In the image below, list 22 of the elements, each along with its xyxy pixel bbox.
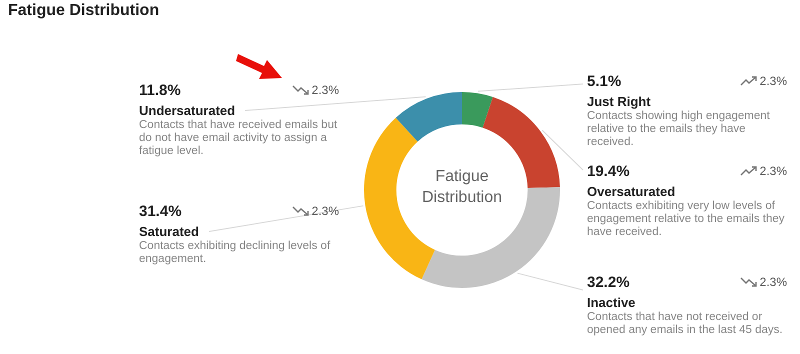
slice-label: Inactive: [587, 295, 636, 310]
text: 2.3%: [312, 204, 339, 218]
data-label: 5.1%: [587, 73, 622, 90]
text: Contacts exhibiting very low levels of engagement relative to the emails they have received.: [587, 200, 786, 239]
text: 2.3%: [760, 275, 787, 289]
text: 2.3%: [312, 83, 339, 97]
text: Fatigue Distribution: [420, 167, 504, 208]
text: 2.3%: [760, 164, 787, 178]
text: Contacts exhibiting declining levels of engagement.: [139, 240, 332, 266]
chart-title: Fatigue Distribution: [8, 2, 160, 20]
slice-label: Undersaturated: [139, 103, 236, 118]
text: Contacts that have received emails but do not have email activity to assign a fatigue level.: [139, 119, 338, 158]
slice-label: Oversaturated: [587, 184, 676, 199]
slice-label: Saturated: [139, 224, 199, 239]
data-label: 11.8%: [139, 82, 181, 99]
text: Contacts that have not received or opened any emails in the last 45 days.: [587, 311, 784, 337]
slice-label: Just Right: [587, 94, 651, 109]
data-label: 32.2%: [587, 274, 630, 291]
data-label: 31.4%: [139, 203, 182, 220]
text: 2.3%: [760, 74, 787, 88]
data-label: 19.4%: [587, 163, 630, 180]
text: Contacts showing high engagement relative to the emails they have received.: [587, 110, 771, 149]
